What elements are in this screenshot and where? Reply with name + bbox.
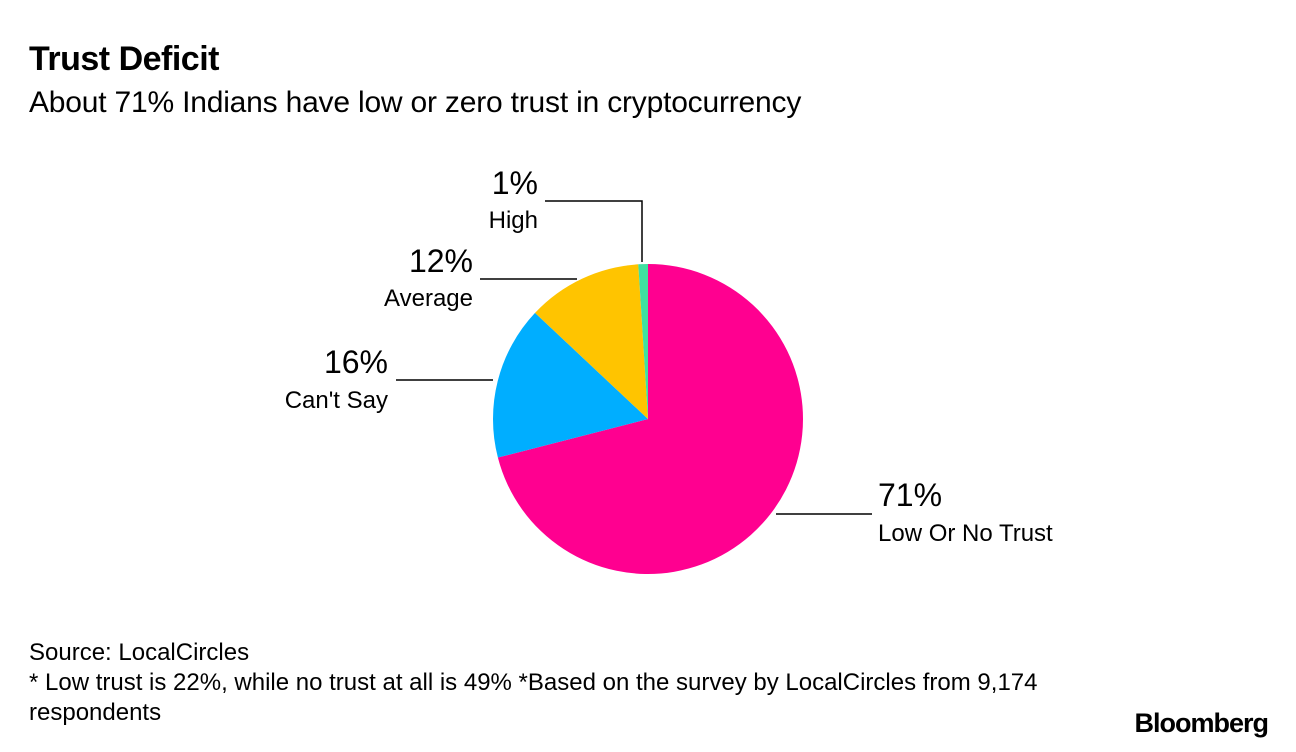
value-label-high: 1% — [492, 165, 538, 201]
pie-slice-can-t-say — [492, 312, 648, 458]
source-note: Source: LocalCircles — [29, 639, 250, 666]
pie-slice-high — [638, 264, 648, 419]
value-label-average: 12% — [409, 243, 473, 279]
bloomberg-logo: Bloomberg — [1134, 708, 1269, 738]
leader-line-high — [545, 200, 643, 262]
category-label-can-t-say: Can't Say — [285, 387, 388, 414]
footnote: * Low trust is 22%, while no trust at al… — [29, 669, 1038, 726]
value-label-low-or-no-trust: 71% — [878, 477, 942, 513]
value-label-can-t-say: 16% — [324, 344, 388, 380]
category-label-high: High — [489, 207, 538, 234]
pie-slice-average — [535, 264, 648, 419]
pie-slice-low-or-no-trust — [497, 264, 803, 574]
chart-subtitle: About 71% Indians have low or zero trust… — [29, 86, 802, 119]
category-label-average: Average — [384, 285, 473, 312]
category-label-low-or-no-trust: Low Or No Trust — [878, 520, 1053, 547]
chart-title: Trust Deficit — [29, 40, 219, 78]
